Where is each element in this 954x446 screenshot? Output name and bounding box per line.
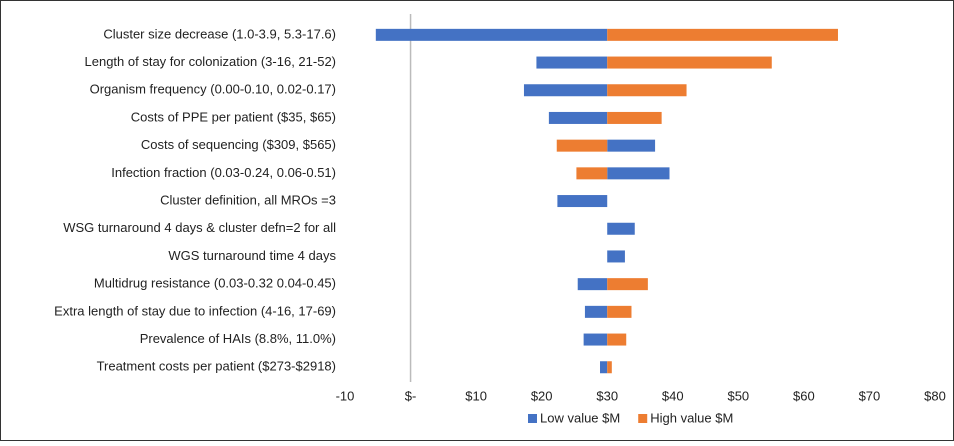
bar <box>576 167 608 180</box>
bar <box>577 278 608 291</box>
category-label: Infection fraction (0.03-0.24, 0.06-0.51… <box>111 165 336 180</box>
x-tick-label: $60 <box>793 388 815 403</box>
legend-label: Low value $M <box>540 410 620 425</box>
category-label: Multidrug resistance (0.03-0.32 0.04-0.4… <box>94 276 336 291</box>
legend-swatch <box>528 414 537 423</box>
x-tick-label: $30 <box>596 388 618 403</box>
x-tick-label: $- <box>405 388 417 403</box>
x-tick-label: $80 <box>924 388 946 403</box>
x-tick-label: $40 <box>662 388 684 403</box>
bar <box>548 111 608 124</box>
bar <box>584 305 608 318</box>
category-label: Length of stay for colonization (3-16, 2… <box>85 54 336 69</box>
x-tick-label: $70 <box>859 388 881 403</box>
category-label: Treatment costs per patient ($273-$2918) <box>97 359 336 374</box>
bar <box>375 28 608 41</box>
x-tick-label: $10 <box>465 388 487 403</box>
bar <box>557 195 608 208</box>
bar <box>583 333 608 346</box>
category-label: Organism frequency (0.00-0.10, 0.02-0.17… <box>90 82 336 97</box>
bar <box>607 56 772 69</box>
bar <box>607 361 612 374</box>
bar <box>607 167 670 180</box>
bar <box>556 139 608 152</box>
x-tick-label: -10 <box>336 388 355 403</box>
bar <box>607 28 838 41</box>
bar <box>607 305 632 318</box>
category-label: Costs of PPE per patient ($35, $65) <box>131 109 336 124</box>
legend-label: High value $M <box>650 410 733 425</box>
category-label: Cluster definition, all MROs =3 <box>160 192 336 207</box>
bar <box>523 84 608 97</box>
bar <box>607 111 662 124</box>
category-label: Costs of sequencing ($309, $565) <box>141 137 336 152</box>
category-label: Prevalence of HAIs (8.8%, 11.0%) <box>140 331 336 346</box>
category-label: WSG turnaround 4 days & cluster defn=2 f… <box>63 220 336 235</box>
bar <box>600 361 608 374</box>
category-label: Extra length of stay due to infection (4… <box>54 303 336 318</box>
legend-swatch <box>638 414 648 423</box>
x-tick-label: $20 <box>531 388 553 403</box>
category-label: Cluster size decrease (1.0-3.9, 5.3-17.6… <box>103 26 336 41</box>
bar <box>536 56 608 69</box>
bar <box>607 139 656 152</box>
bar <box>607 278 648 291</box>
bar <box>607 250 625 263</box>
bar <box>607 333 627 346</box>
x-tick-label: $50 <box>727 388 749 403</box>
category-label: WGS turnaround time 4 days <box>168 248 336 263</box>
bar <box>607 222 635 235</box>
bar <box>607 84 687 97</box>
